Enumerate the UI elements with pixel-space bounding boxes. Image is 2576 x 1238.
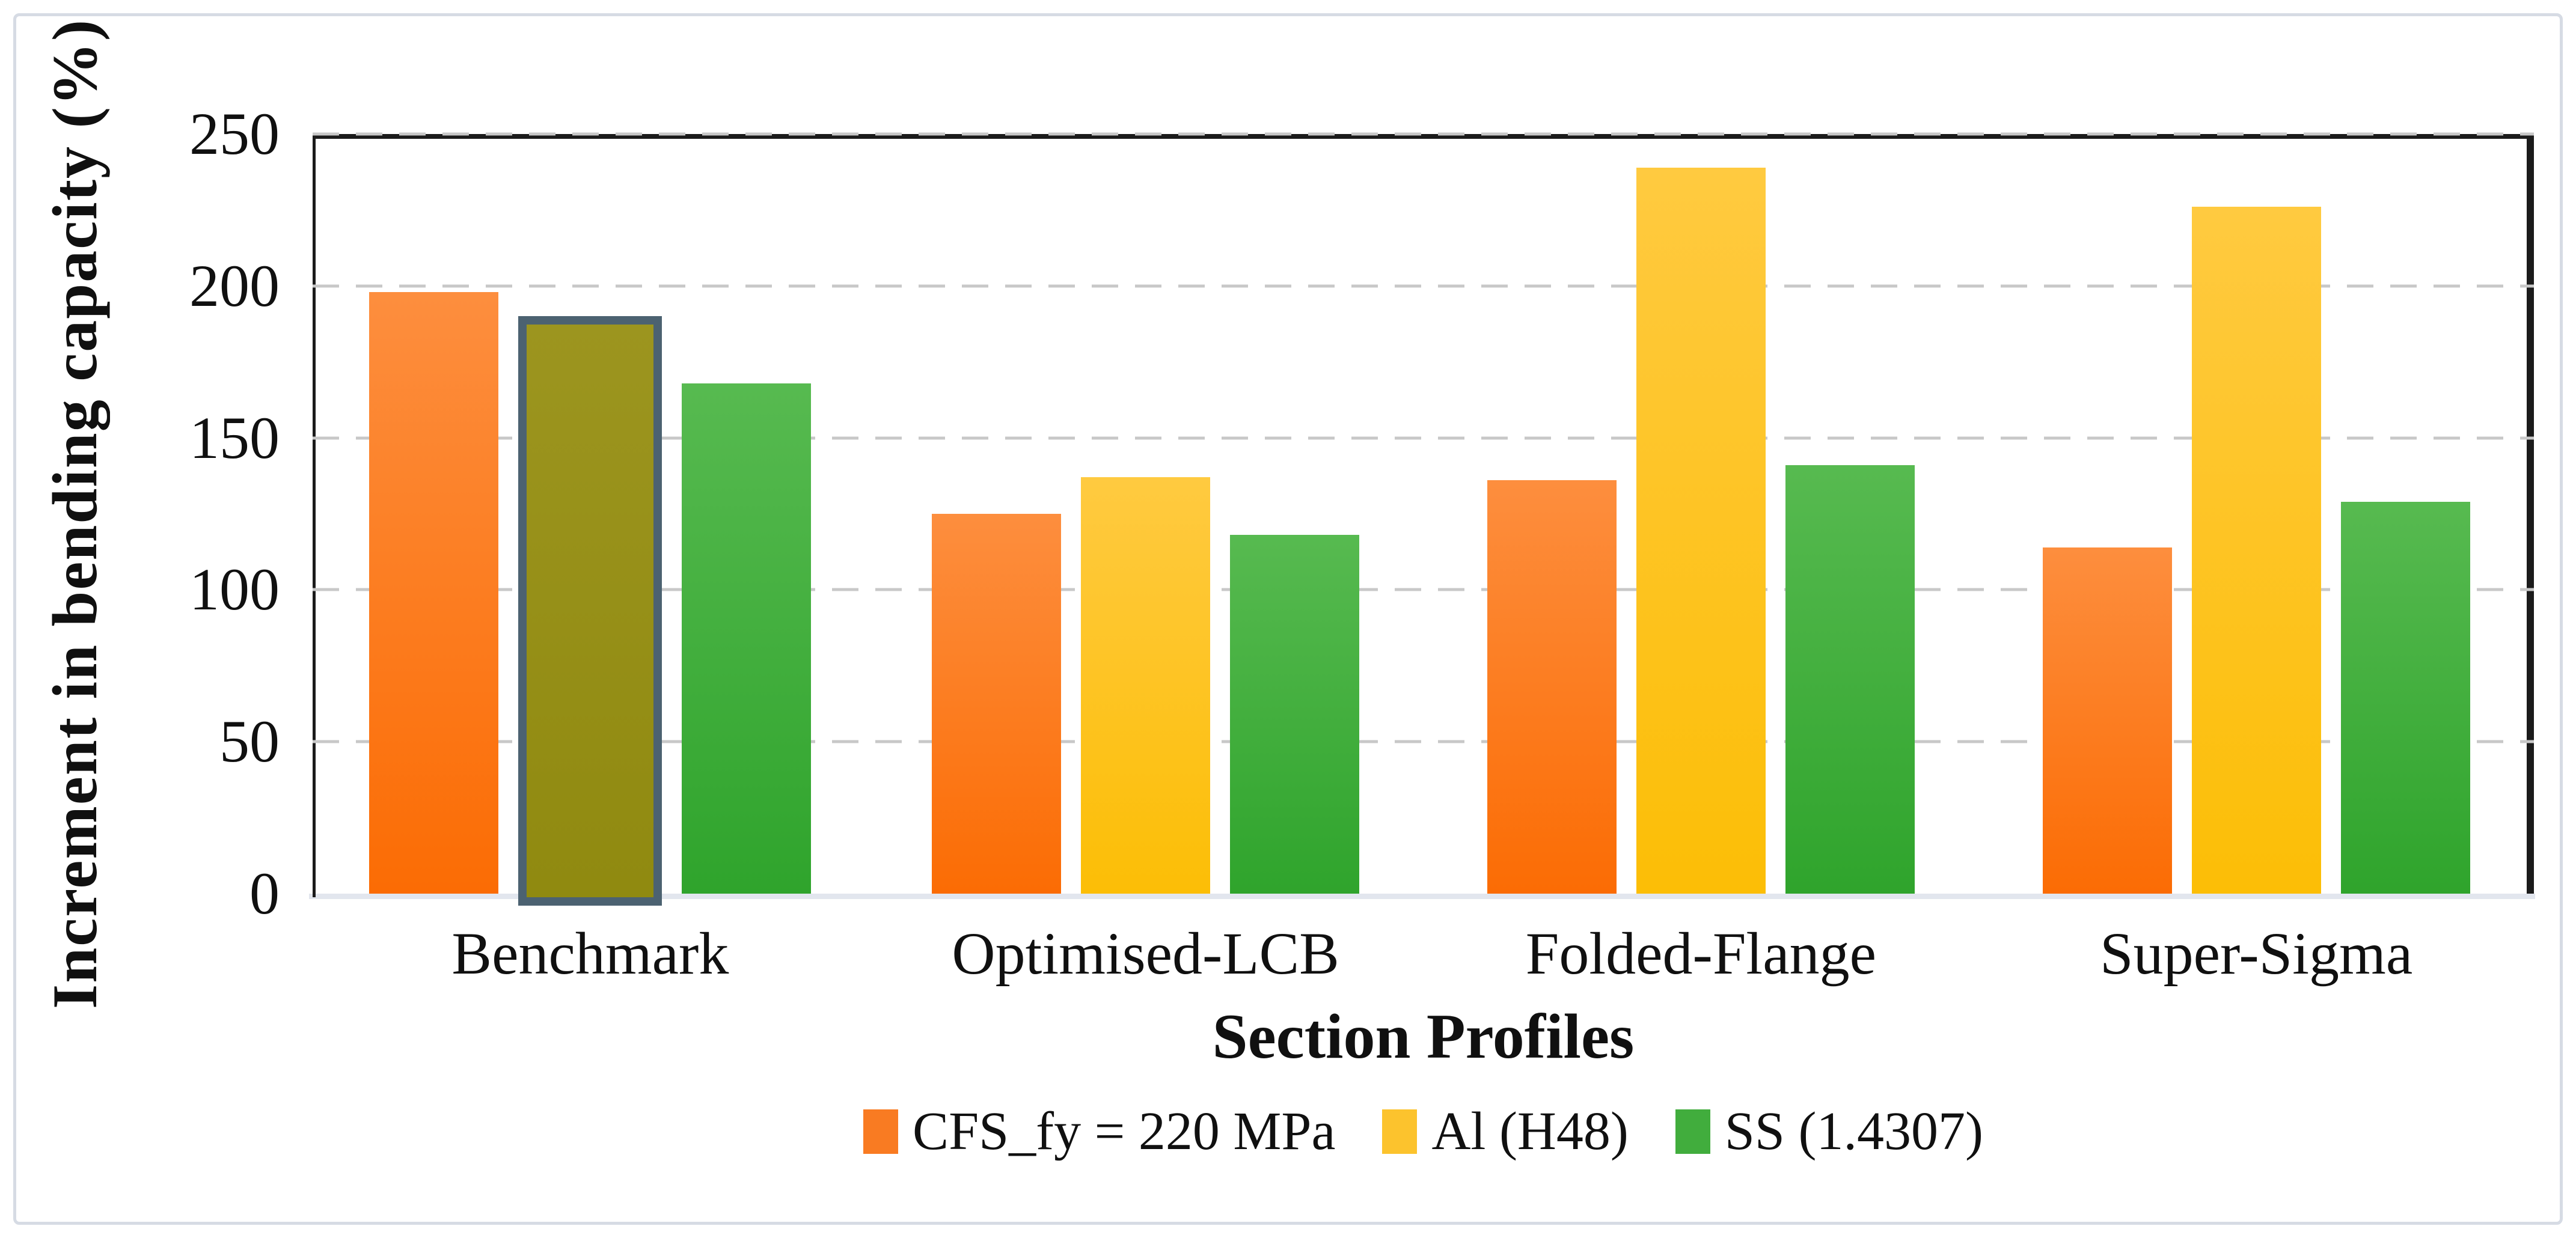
bar-Folded-Flange-Al (H48) — [1636, 167, 1766, 894]
legend: CFS_fy = 220 MPa Al (H48) SS (1.4307) — [313, 1105, 2534, 1159]
bar-Benchmark-CFS_fy = 220 MPa — [369, 291, 499, 894]
bar-Super-Sigma-Al (H48) — [2191, 207, 2321, 894]
legend-swatch-icon — [863, 1109, 899, 1154]
legend-item-CFS_fy = 220 MPa: CFS_fy = 220 MPa — [863, 1105, 1335, 1159]
legend-label: SS (1.4307) — [1724, 1102, 1983, 1161]
bar-Folded-Flange-SS (1.4307) — [1785, 465, 1915, 894]
bars-container — [313, 134, 2534, 906]
bar-Folded-Flange-CFS_fy = 220 MPa — [1487, 480, 1617, 894]
plot-area: 250 200 150 100 50 0 — [189, 104, 2535, 924]
x-axis-title: Section Profiles — [1212, 1001, 1635, 1072]
x-category-label-Benchmark: Benchmark — [451, 920, 729, 987]
bar-Optimised-LCB-Al (H48) — [1081, 477, 1211, 894]
bar-Optimised-LCB-SS (1.4307) — [1230, 535, 1360, 894]
bar-group-Benchmark — [313, 134, 868, 906]
y-tick-label-100: 100 — [189, 556, 280, 623]
bar-group-Optimised-LCB — [868, 134, 1424, 894]
legend-item-SS (1.4307): SS (1.4307) — [1675, 1105, 1983, 1159]
plot-frame-top — [313, 134, 2534, 139]
bar-Benchmark-SS (1.4307) — [682, 383, 812, 894]
y-axis-title: Increment in bending capacity (%) — [40, 18, 110, 1010]
legend-swatch-icon — [1675, 1109, 1710, 1154]
x-category-label-Super-Sigma: Super-Sigma — [2100, 920, 2413, 987]
gridline-250 — [313, 132, 2534, 136]
legend-item-Al (H48): Al (H48) — [1382, 1102, 1629, 1161]
x-category-label-Folded-Flange: Folded-Flange — [1525, 920, 1876, 987]
gridline-50 — [313, 740, 2534, 743]
y-tick-label-200: 200 — [189, 252, 280, 319]
gridline-100 — [313, 588, 2534, 591]
bar-Super-Sigma-CFS_fy = 220 MPa — [2042, 547, 2172, 894]
y-tick-label-150: 150 — [189, 404, 280, 471]
y-axis-line — [313, 134, 316, 897]
y-tick-label-250: 250 — [189, 100, 280, 167]
legend-swatch-icon — [1382, 1109, 1418, 1154]
gridline-200 — [313, 284, 2534, 288]
x-category-label-Optimised-LCB: Optimised-LCB — [952, 920, 1339, 987]
legend-label: CFS_fy = 220 MPa — [913, 1102, 1336, 1161]
bar-group-Super-Sigma — [1978, 134, 2534, 894]
x-category-labels: Benchmark Optimised-LCB Folded-Flange Super… — [313, 921, 2534, 987]
gridline-150 — [313, 436, 2534, 440]
bar-group-Folded-Flange — [1424, 134, 1979, 894]
y-tick-label-50: 50 — [219, 708, 280, 775]
x-axis-line — [309, 894, 2535, 899]
bar-Optimised-LCB-CFS_fy = 220 MPa — [932, 514, 1062, 894]
legend-label: Al (H48) — [1431, 1102, 1629, 1161]
bar-Benchmark-Al (H48) — [518, 316, 662, 906]
y-tick-label-0: 0 — [249, 860, 280, 927]
bar-Super-Sigma-SS (1.4307) — [2340, 501, 2470, 894]
plot-frame-right — [2527, 134, 2534, 894]
